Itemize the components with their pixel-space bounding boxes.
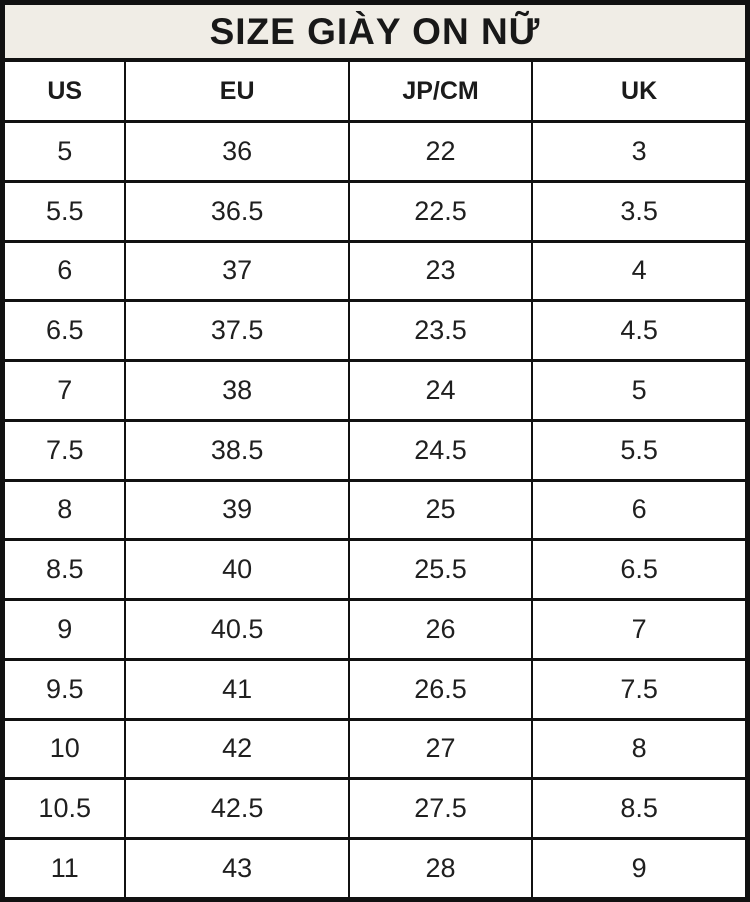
table-cell: 9 <box>531 837 749 901</box>
table-row: 5 36 22 3 <box>1 120 749 183</box>
title-row: SIZE GIÀY ON NỮ <box>1 1 749 62</box>
table-cell: 26 <box>347 598 534 661</box>
table-cell: 5.5 <box>531 418 749 482</box>
table-cell: 8.5 <box>1 538 127 601</box>
table-cell: 7.5 <box>531 657 749 721</box>
table-cell: 25.5 <box>347 538 534 601</box>
table-cell: 11 <box>1 837 127 901</box>
table-cell: 9 <box>1 598 127 661</box>
table-cell: 9.5 <box>1 657 127 721</box>
table-row: 7.5 38.5 24.5 5.5 <box>1 418 749 482</box>
table-cell: 24.5 <box>347 418 534 482</box>
table-cell: 24 <box>347 359 534 422</box>
table-cell: 8.5 <box>531 777 749 840</box>
column-header-uk: UK <box>531 58 749 123</box>
table-cell: 27.5 <box>347 777 534 840</box>
table-cell: 23.5 <box>347 299 534 362</box>
table-row: 8.5 40 25.5 6.5 <box>1 538 749 601</box>
table-cell: 41 <box>124 657 350 721</box>
table-cell: 26.5 <box>347 657 534 721</box>
size-table-body: 5 36 22 3 5.5 36.5 22.5 3.5 6 37 23 4 6.5 37.5 23.5 4.5… <box>1 120 749 901</box>
table-cell: 7 <box>1 359 127 422</box>
table-cell: 5 <box>531 359 749 422</box>
column-header-jpcm: JP/CM <box>347 58 534 123</box>
table-cell: 40 <box>124 538 350 601</box>
table-row: 11 43 28 9 <box>1 837 749 901</box>
table-cell: 8 <box>531 717 749 781</box>
table-cell: 3 <box>531 120 749 183</box>
table-row: 6.5 37.5 23.5 4.5 <box>1 299 749 362</box>
table-row: 9 40.5 26 7 <box>1 598 749 661</box>
chart-title: SIZE GIÀY ON NỮ <box>1 1 749 62</box>
table-cell: 8 <box>1 478 127 542</box>
table-cell: 27 <box>347 717 534 781</box>
table-row: 7 38 24 5 <box>1 359 749 422</box>
table-cell: 10 <box>1 717 127 781</box>
table-cell: 4.5 <box>531 299 749 362</box>
table-cell: 6 <box>531 478 749 542</box>
table-cell: 42 <box>124 717 350 781</box>
table-cell: 37 <box>124 239 350 303</box>
table-cell: 3.5 <box>531 179 749 243</box>
table-cell: 6 <box>1 239 127 303</box>
table-cell: 10.5 <box>1 777 127 840</box>
column-header-us: US <box>1 58 127 123</box>
table-row: 10.5 42.5 27.5 8.5 <box>1 777 749 840</box>
table-row: 9.5 41 26.5 7.5 <box>1 657 749 721</box>
table-cell: 4 <box>531 239 749 303</box>
table-cell: 36 <box>124 120 350 183</box>
table-cell: 43 <box>124 837 350 901</box>
table-row: 5.5 36.5 22.5 3.5 <box>1 179 749 243</box>
table-cell: 38.5 <box>124 418 350 482</box>
table-cell: 42.5 <box>124 777 350 840</box>
table-cell: 39 <box>124 478 350 542</box>
table-cell: 5.5 <box>1 179 127 243</box>
table-cell: 22.5 <box>347 179 534 243</box>
header-row: US EU JP/CM UK <box>1 58 749 123</box>
table-cell: 37.5 <box>124 299 350 362</box>
table-cell: 23 <box>347 239 534 303</box>
table-cell: 22 <box>347 120 534 183</box>
table-cell: 7 <box>531 598 749 661</box>
table-cell: 38 <box>124 359 350 422</box>
table-cell: 7.5 <box>1 418 127 482</box>
table-cell: 36.5 <box>124 179 350 243</box>
table-row: 10 42 27 8 <box>1 717 749 781</box>
table-row: 6 37 23 4 <box>1 239 749 303</box>
table-cell: 28 <box>347 837 534 901</box>
table-cell: 25 <box>347 478 534 542</box>
table-cell: 5 <box>1 120 127 183</box>
table-cell: 6.5 <box>1 299 127 362</box>
column-header-eu: EU <box>124 58 350 123</box>
table-row: 8 39 25 6 <box>1 478 749 542</box>
table-cell: 6.5 <box>531 538 749 601</box>
table-cell: 40.5 <box>124 598 350 661</box>
